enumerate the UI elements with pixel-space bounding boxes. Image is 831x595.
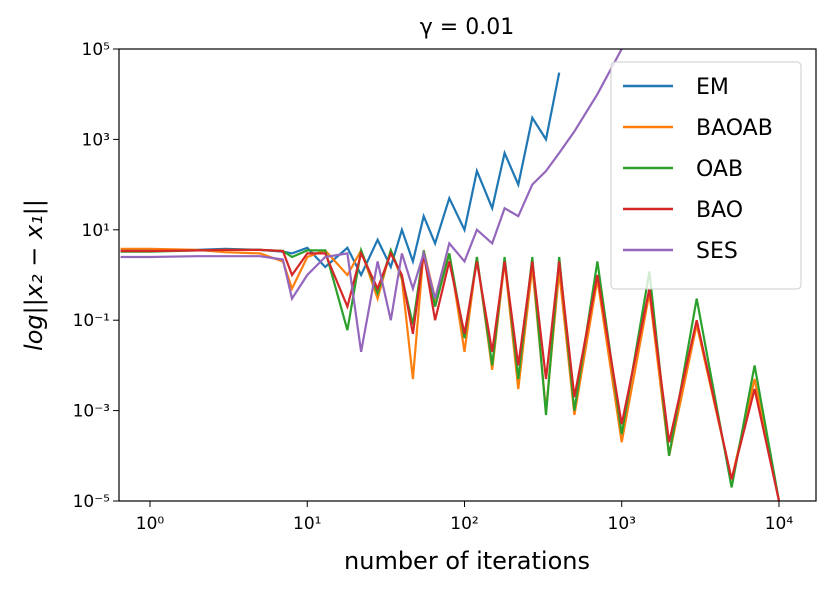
series-line [120, 248, 781, 501]
x-tick-label: 10⁰ [136, 514, 165, 534]
legend-box [610, 61, 802, 290]
legend-label: BAO [696, 198, 743, 223]
legend: EM BAOAB OAB BAO SES [610, 61, 802, 290]
x-axis-label: number of iterations [344, 547, 590, 575]
legend-label: EM [696, 75, 729, 100]
y-tick-label: 10⁵ [82, 40, 110, 60]
plot-lines [120, 49, 781, 501]
y-axis-label: log||x₂ − x₁|| [20, 199, 48, 351]
chart-title: γ = 0.01 [420, 15, 514, 40]
plot-frame [118, 48, 817, 502]
y-tick-label: 10¹ [82, 221, 110, 241]
y-tick-label: 10⁻⁵ [73, 492, 110, 512]
x-tick-label: 10² [450, 514, 478, 534]
x-tick-label: 10¹ [293, 514, 321, 534]
x-tick-label: 10⁴ [765, 514, 794, 534]
y-tick-label: 10⁻³ [73, 402, 110, 422]
y-tick-label: 10⁻¹ [73, 311, 110, 331]
y-tick-label: 10³ [82, 130, 110, 150]
legend-label: SES [696, 239, 738, 264]
legend-label: OAB [696, 157, 743, 182]
legend-label: BAOAB [696, 116, 773, 141]
series-line [120, 72, 561, 278]
x-tick-label: 10³ [608, 514, 636, 534]
series-line [120, 49, 623, 352]
